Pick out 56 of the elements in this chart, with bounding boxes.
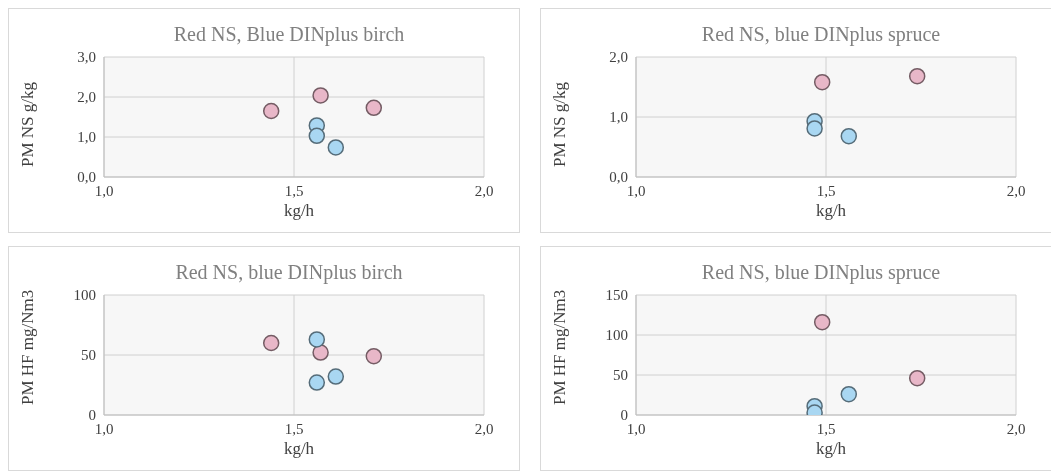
y-tick-label: 0 [88, 407, 96, 424]
x-axis-title: kg/h [814, 201, 848, 221]
point [312, 344, 329, 361]
y-tick-label: 50 [81, 347, 96, 364]
point [813, 313, 831, 331]
y-tick-label: 2,0 [77, 89, 96, 106]
x-tick-label: 1,5 [816, 182, 836, 199]
point [262, 334, 280, 352]
point [365, 99, 383, 117]
y-tick-label: 2,0 [609, 49, 628, 66]
point [840, 385, 858, 403]
x-tick-label: 1,5 [816, 420, 836, 437]
point [262, 102, 280, 120]
y-tick-label: 100 [605, 327, 628, 344]
point [308, 127, 326, 145]
y-axis-title: PM HF mg/Nm3 [550, 289, 570, 405]
x-tick-label: 1,0 [94, 182, 114, 199]
x-tick-label: 1,5 [284, 182, 304, 199]
point [806, 120, 823, 137]
x-tick-label: 1,0 [626, 182, 646, 199]
y-tick-label: 50 [613, 367, 628, 384]
x-axis-title: kg/h [282, 439, 316, 459]
point [365, 347, 383, 365]
point [327, 368, 345, 385]
point [327, 139, 345, 156]
chart-title: Red NS, blue DINplus birch [174, 261, 404, 284]
y-axis-title: PM NS g/kg [550, 81, 570, 167]
point [813, 73, 831, 91]
chart-title: Red NS, blue DINplus spruce [700, 23, 942, 46]
y-tick-label: 1,0 [77, 129, 96, 146]
y-axis-title: PM NS g/kg [18, 81, 38, 167]
point [908, 369, 926, 387]
y-axis-title: PM HF mg/Nm3 [18, 289, 38, 405]
y-tick-label: 1,0 [609, 109, 628, 126]
point [308, 374, 326, 391]
x-axis-title: kg/h [282, 201, 316, 221]
x-tick-label: 1,0 [94, 420, 114, 437]
x-tick-label: 1,0 [626, 420, 646, 437]
point [308, 331, 326, 348]
y-tick-label: 100 [73, 287, 96, 304]
chart-title: Red NS, blue DINplus spruce [700, 261, 942, 284]
point [840, 127, 858, 145]
y-tick-label: 0,0 [77, 169, 96, 186]
x-tick-label: 2,0 [474, 182, 494, 199]
y-tick-label: 0,0 [609, 169, 628, 186]
point [312, 87, 329, 104]
y-tick-label: 0 [620, 407, 628, 424]
x-tick-label: 2,0 [1006, 182, 1026, 199]
x-tick-label: 2,0 [1006, 420, 1026, 437]
y-tick-label: 150 [605, 287, 628, 304]
x-tick-label: 1,5 [284, 420, 304, 437]
chart-title: Red NS, Blue DINplus birch [172, 23, 406, 46]
y-tick-label: 3,0 [77, 49, 96, 66]
x-tick-label: 2,0 [474, 420, 494, 437]
x-axis-title: kg/h [814, 439, 848, 459]
point [908, 67, 926, 85]
